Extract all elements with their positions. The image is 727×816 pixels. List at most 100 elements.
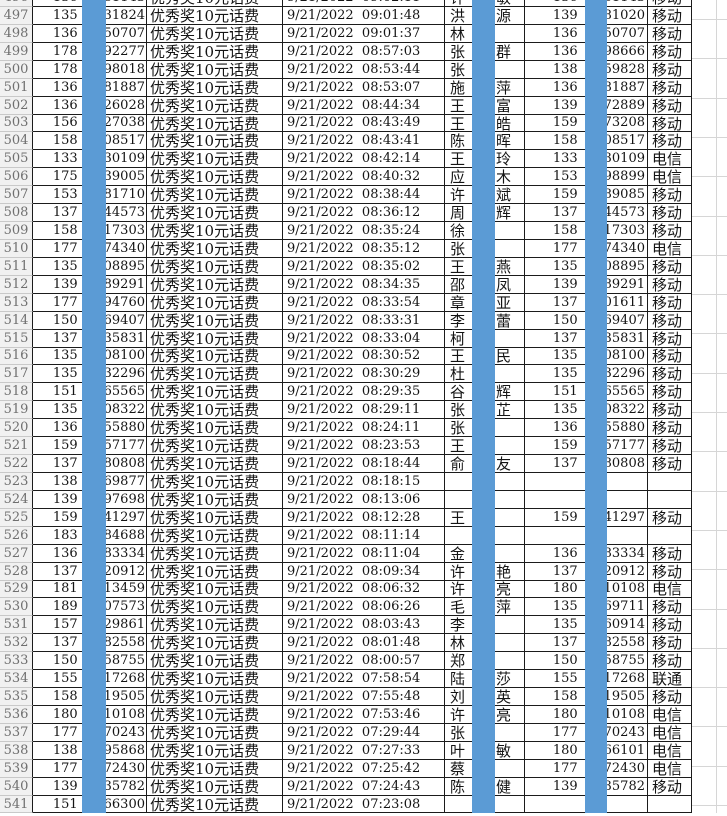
empty-cell-outside-table[interactable] xyxy=(692,437,727,455)
cell-datetime[interactable]: 9/21/2022 08:38:44 xyxy=(283,186,445,205)
empty-cell-outside-table[interactable] xyxy=(692,7,727,25)
cell-prize[interactable]: 优秀奖10元话费 xyxy=(147,526,283,545)
cell-carrier[interactable]: 移动 xyxy=(648,437,692,456)
cell-prize[interactable]: 优秀奖10元话费 xyxy=(147,562,283,581)
empty-cell-outside-table[interactable] xyxy=(692,598,727,616)
cell-prize[interactable]: 优秀奖10元话费 xyxy=(147,311,283,330)
empty-cell-outside-table[interactable] xyxy=(692,79,727,97)
cell-carrier[interactable]: 移动 xyxy=(648,275,692,294)
row-header[interactable]: 533 xyxy=(0,652,33,671)
cell-datetime[interactable]: 9/21/2022 08:24:11 xyxy=(283,419,445,438)
row-header[interactable]: 536 xyxy=(0,705,33,724)
cell-carrier[interactable]: 移动 xyxy=(648,688,692,706)
cell-phone-number-1[interactable]: 155 17268 xyxy=(33,670,147,689)
cell-datetime[interactable]: 9/21/2022 07:55:48 xyxy=(283,688,445,706)
cell-carrier[interactable]: 移动 xyxy=(648,42,692,61)
cell-datetime[interactable]: 9/21/2022 08:53:07 xyxy=(283,78,445,97)
cell-prize[interactable]: 优秀奖10元话费 xyxy=(147,114,283,133)
empty-cell-outside-table[interactable] xyxy=(692,742,727,760)
cell-datetime[interactable]: 9/21/2022 08:30:29 xyxy=(283,365,445,384)
cell-prize[interactable]: 优秀奖10元话费 xyxy=(147,472,283,491)
cell-datetime[interactable]: 9/21/2022 08:53:44 xyxy=(283,60,445,79)
row-header[interactable]: 515 xyxy=(0,329,33,348)
cell-datetime[interactable]: 9/21/2022 08:35:02 xyxy=(283,257,445,276)
cell-prize[interactable]: 优秀奖10元话费 xyxy=(147,132,283,151)
cell-carrier[interactable]: 移动 xyxy=(648,419,692,438)
cell-prize[interactable]: 优秀奖10元话费 xyxy=(147,795,283,814)
cell-carrier[interactable]: 电信 xyxy=(648,705,692,724)
cell-prize[interactable]: 优秀奖10元话费 xyxy=(147,419,283,438)
cell-datetime[interactable]: 9/21/2022 08:34:35 xyxy=(283,275,445,294)
empty-cell-outside-table[interactable] xyxy=(692,473,727,491)
empty-cell-outside-table[interactable] xyxy=(692,204,727,222)
cell-datetime[interactable]: 9/21/2022 08:18:44 xyxy=(283,455,445,473)
empty-cell-outside-table[interactable] xyxy=(692,0,727,7)
empty-cell-outside-table[interactable] xyxy=(692,258,727,276)
cell-datetime[interactable]: 9/21/2022 08:12:28 xyxy=(283,508,445,527)
cell-prize[interactable]: 优秀奖10元话费 xyxy=(147,508,283,527)
cell-datetime[interactable]: 9/21/2022 08:11:04 xyxy=(283,544,445,563)
cell-prize[interactable]: 优秀奖10元话费 xyxy=(147,222,283,240)
row-header[interactable]: 505 xyxy=(0,150,33,169)
cell-prize[interactable]: 优秀奖10元话费 xyxy=(147,204,283,223)
cell-carrier[interactable]: 移动 xyxy=(648,562,692,581)
cell-prize[interactable]: 优秀奖10元话费 xyxy=(147,437,283,456)
empty-cell-outside-table[interactable] xyxy=(692,670,727,688)
cell-carrier[interactable]: 移动 xyxy=(648,383,692,402)
cell-phone-number-2[interactable]: 137 01611 xyxy=(525,293,648,312)
cell-phone-number-2[interactable]: 137 82558 xyxy=(525,634,648,653)
cell-datetime[interactable]: 9/21/2022 08:36:12 xyxy=(283,204,445,223)
cell-carrier[interactable]: 移动 xyxy=(648,347,692,366)
row-header[interactable]: 508 xyxy=(0,204,33,223)
cell-carrier[interactable]: 电信 xyxy=(648,150,692,169)
cell-carrier[interactable]: 移动 xyxy=(648,60,692,79)
cell-datetime[interactable]: 9/21/2022 08:35:24 xyxy=(283,222,445,240)
cell-carrier[interactable]: 电信 xyxy=(648,723,692,742)
cell-prize[interactable]: 优秀奖10元话费 xyxy=(147,24,283,43)
cell-datetime[interactable]: 9/21/2022 08:30:52 xyxy=(283,347,445,366)
empty-cell-outside-table[interactable] xyxy=(692,401,727,419)
empty-cell-outside-table[interactable] xyxy=(692,581,727,599)
cell-datetime[interactable]: 9/21/2022 07:53:46 xyxy=(283,705,445,724)
cell-datetime[interactable]: 9/21/2022 08:03:43 xyxy=(283,616,445,635)
cell-carrier[interactable]: 移动 xyxy=(648,114,692,133)
cell-datetime[interactable]: 9/21/2022 08:57:03 xyxy=(283,42,445,61)
empty-cell-outside-table[interactable] xyxy=(692,688,727,706)
row-header[interactable]: 530 xyxy=(0,598,33,617)
row-header[interactable]: 537 xyxy=(0,723,33,742)
cell-datetime[interactable]: 9/21/2022 08:40:32 xyxy=(283,168,445,187)
cell-carrier[interactable]: 移动 xyxy=(648,365,692,384)
row-header[interactable]: 502 xyxy=(0,96,33,115)
row-header[interactable]: 526 xyxy=(0,526,33,545)
empty-cell-outside-table[interactable] xyxy=(692,276,727,294)
empty-cell-outside-table[interactable] xyxy=(692,312,727,330)
row-header[interactable]: 525 xyxy=(0,508,33,527)
cell-datetime[interactable]: 9/21/2022 08:00:57 xyxy=(283,652,445,671)
empty-cell-outside-table[interactable] xyxy=(692,760,727,778)
cell-carrier[interactable]: 电信 xyxy=(648,168,692,187)
empty-cell-outside-table[interactable] xyxy=(692,186,727,204)
row-header[interactable]: 516 xyxy=(0,347,33,366)
row-header[interactable]: 527 xyxy=(0,544,33,563)
cell-datetime[interactable]: 9/21/2022 08:13:06 xyxy=(283,490,445,509)
cell-carrier[interactable]: 移动 xyxy=(648,329,692,348)
cell-carrier[interactable]: 移动 xyxy=(648,598,692,617)
cell-prize[interactable]: 优秀奖10元话费 xyxy=(147,168,283,187)
cell-datetime[interactable]: 9/21/2022 08:18:15 xyxy=(283,472,445,491)
cell-carrier[interactable]: 电信 xyxy=(648,741,692,760)
cell-phone-number-1[interactable]: 181 13459 xyxy=(33,580,147,599)
cell-carrier[interactable]: 移动 xyxy=(648,544,692,563)
cell-carrier[interactable]: 移动 xyxy=(648,652,692,671)
cell-prize[interactable]: 优秀奖10元话费 xyxy=(147,365,283,384)
row-header[interactable]: 531 xyxy=(0,616,33,635)
cell-datetime[interactable]: 9/21/2022 07:25:42 xyxy=(283,759,445,778)
cell-carrier[interactable]: 移动 xyxy=(648,222,692,240)
cell-prize[interactable]: 优秀奖10元话费 xyxy=(147,598,283,617)
cell-prize[interactable]: 优秀奖10元话费 xyxy=(147,670,283,689)
row-header[interactable]: 529 xyxy=(0,580,33,599)
cell-phone-number-1[interactable]: 135 08100 xyxy=(33,347,147,366)
cell-prize[interactable]: 优秀奖10元话费 xyxy=(147,257,283,276)
cell-datetime[interactable]: 9/21/2022 09:01:37 xyxy=(283,24,445,43)
cell-carrier[interactable]: 移动 xyxy=(648,634,692,653)
cell-phone-number-1[interactable]: 133 30109 xyxy=(33,150,147,169)
